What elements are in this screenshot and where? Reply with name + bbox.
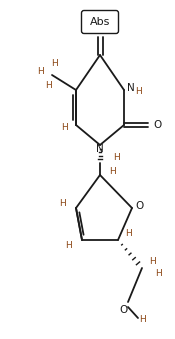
Text: H: H — [113, 153, 119, 161]
FancyBboxPatch shape — [82, 11, 118, 34]
Text: H: H — [136, 86, 142, 96]
Text: O: O — [153, 120, 161, 130]
Text: H: H — [61, 122, 67, 132]
Text: H: H — [66, 241, 72, 251]
Text: H: H — [60, 199, 66, 207]
Text: H: H — [37, 66, 43, 76]
Text: N: N — [127, 83, 135, 93]
Text: O: O — [119, 305, 127, 315]
Text: H: H — [51, 59, 57, 67]
Text: Abs: Abs — [90, 17, 110, 27]
Text: N: N — [96, 144, 104, 154]
Text: O: O — [136, 201, 144, 211]
Text: H: H — [155, 270, 161, 279]
Text: H: H — [109, 166, 115, 176]
Text: H: H — [139, 316, 145, 324]
Text: H: H — [149, 258, 155, 266]
Text: H: H — [45, 80, 51, 89]
Text: H: H — [125, 230, 131, 239]
